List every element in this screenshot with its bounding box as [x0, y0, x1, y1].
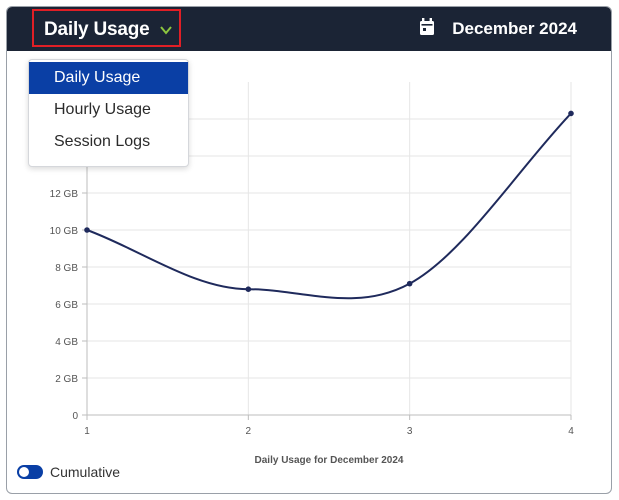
toggle-knob: [19, 467, 29, 477]
y-tick-label: 2 GB: [55, 374, 78, 385]
data-point: [84, 227, 90, 233]
view-selector[interactable]: Daily Usage: [32, 9, 181, 47]
data-point: [406, 280, 413, 287]
period-display[interactable]: December 2024: [420, 17, 577, 41]
cumulative-toggle[interactable]: [17, 465, 43, 479]
y-tick-label: 4 GB: [55, 337, 78, 348]
x-tick-label: 4: [568, 426, 574, 437]
menu-item-label: Daily Usage: [54, 69, 141, 86]
cumulative-label: Cumulative: [50, 464, 121, 480]
menu-item-label: Hourly Usage: [54, 101, 151, 118]
x-tick-label: 2: [246, 426, 252, 437]
period-label: December 2024: [452, 19, 577, 38]
data-point: [245, 286, 252, 293]
header-bar: Daily Usage December 2024: [7, 7, 611, 51]
x-tick-label: 1: [84, 426, 90, 437]
menu-item-label: Session Logs: [54, 133, 151, 150]
y-tick-label: 6 GB: [55, 300, 78, 311]
y-tick-label: 0: [72, 411, 78, 422]
x-axis-title: Daily Usage for December 2024: [255, 455, 404, 466]
view-selector-label: Daily Usage: [44, 19, 150, 40]
calendar-icon: [420, 18, 435, 35]
menu-item-session-logs[interactable]: Session Logs: [29, 126, 188, 158]
menu-item-hourly-usage[interactable]: Hourly Usage: [29, 94, 188, 126]
menu-item-daily-usage[interactable]: Daily Usage: [29, 62, 188, 94]
chevron-down-icon: [160, 26, 172, 35]
usage-line: [86, 112, 572, 300]
y-tick-label: 10 GB: [50, 226, 79, 237]
data-point: [568, 110, 574, 117]
y-tick-label: 12 GB: [50, 189, 79, 200]
x-tick-label: 3: [407, 426, 413, 437]
view-dropdown-menu: Daily Usage Hourly Usage Session Logs: [28, 59, 189, 167]
y-tick-label: 8 GB: [55, 263, 78, 274]
